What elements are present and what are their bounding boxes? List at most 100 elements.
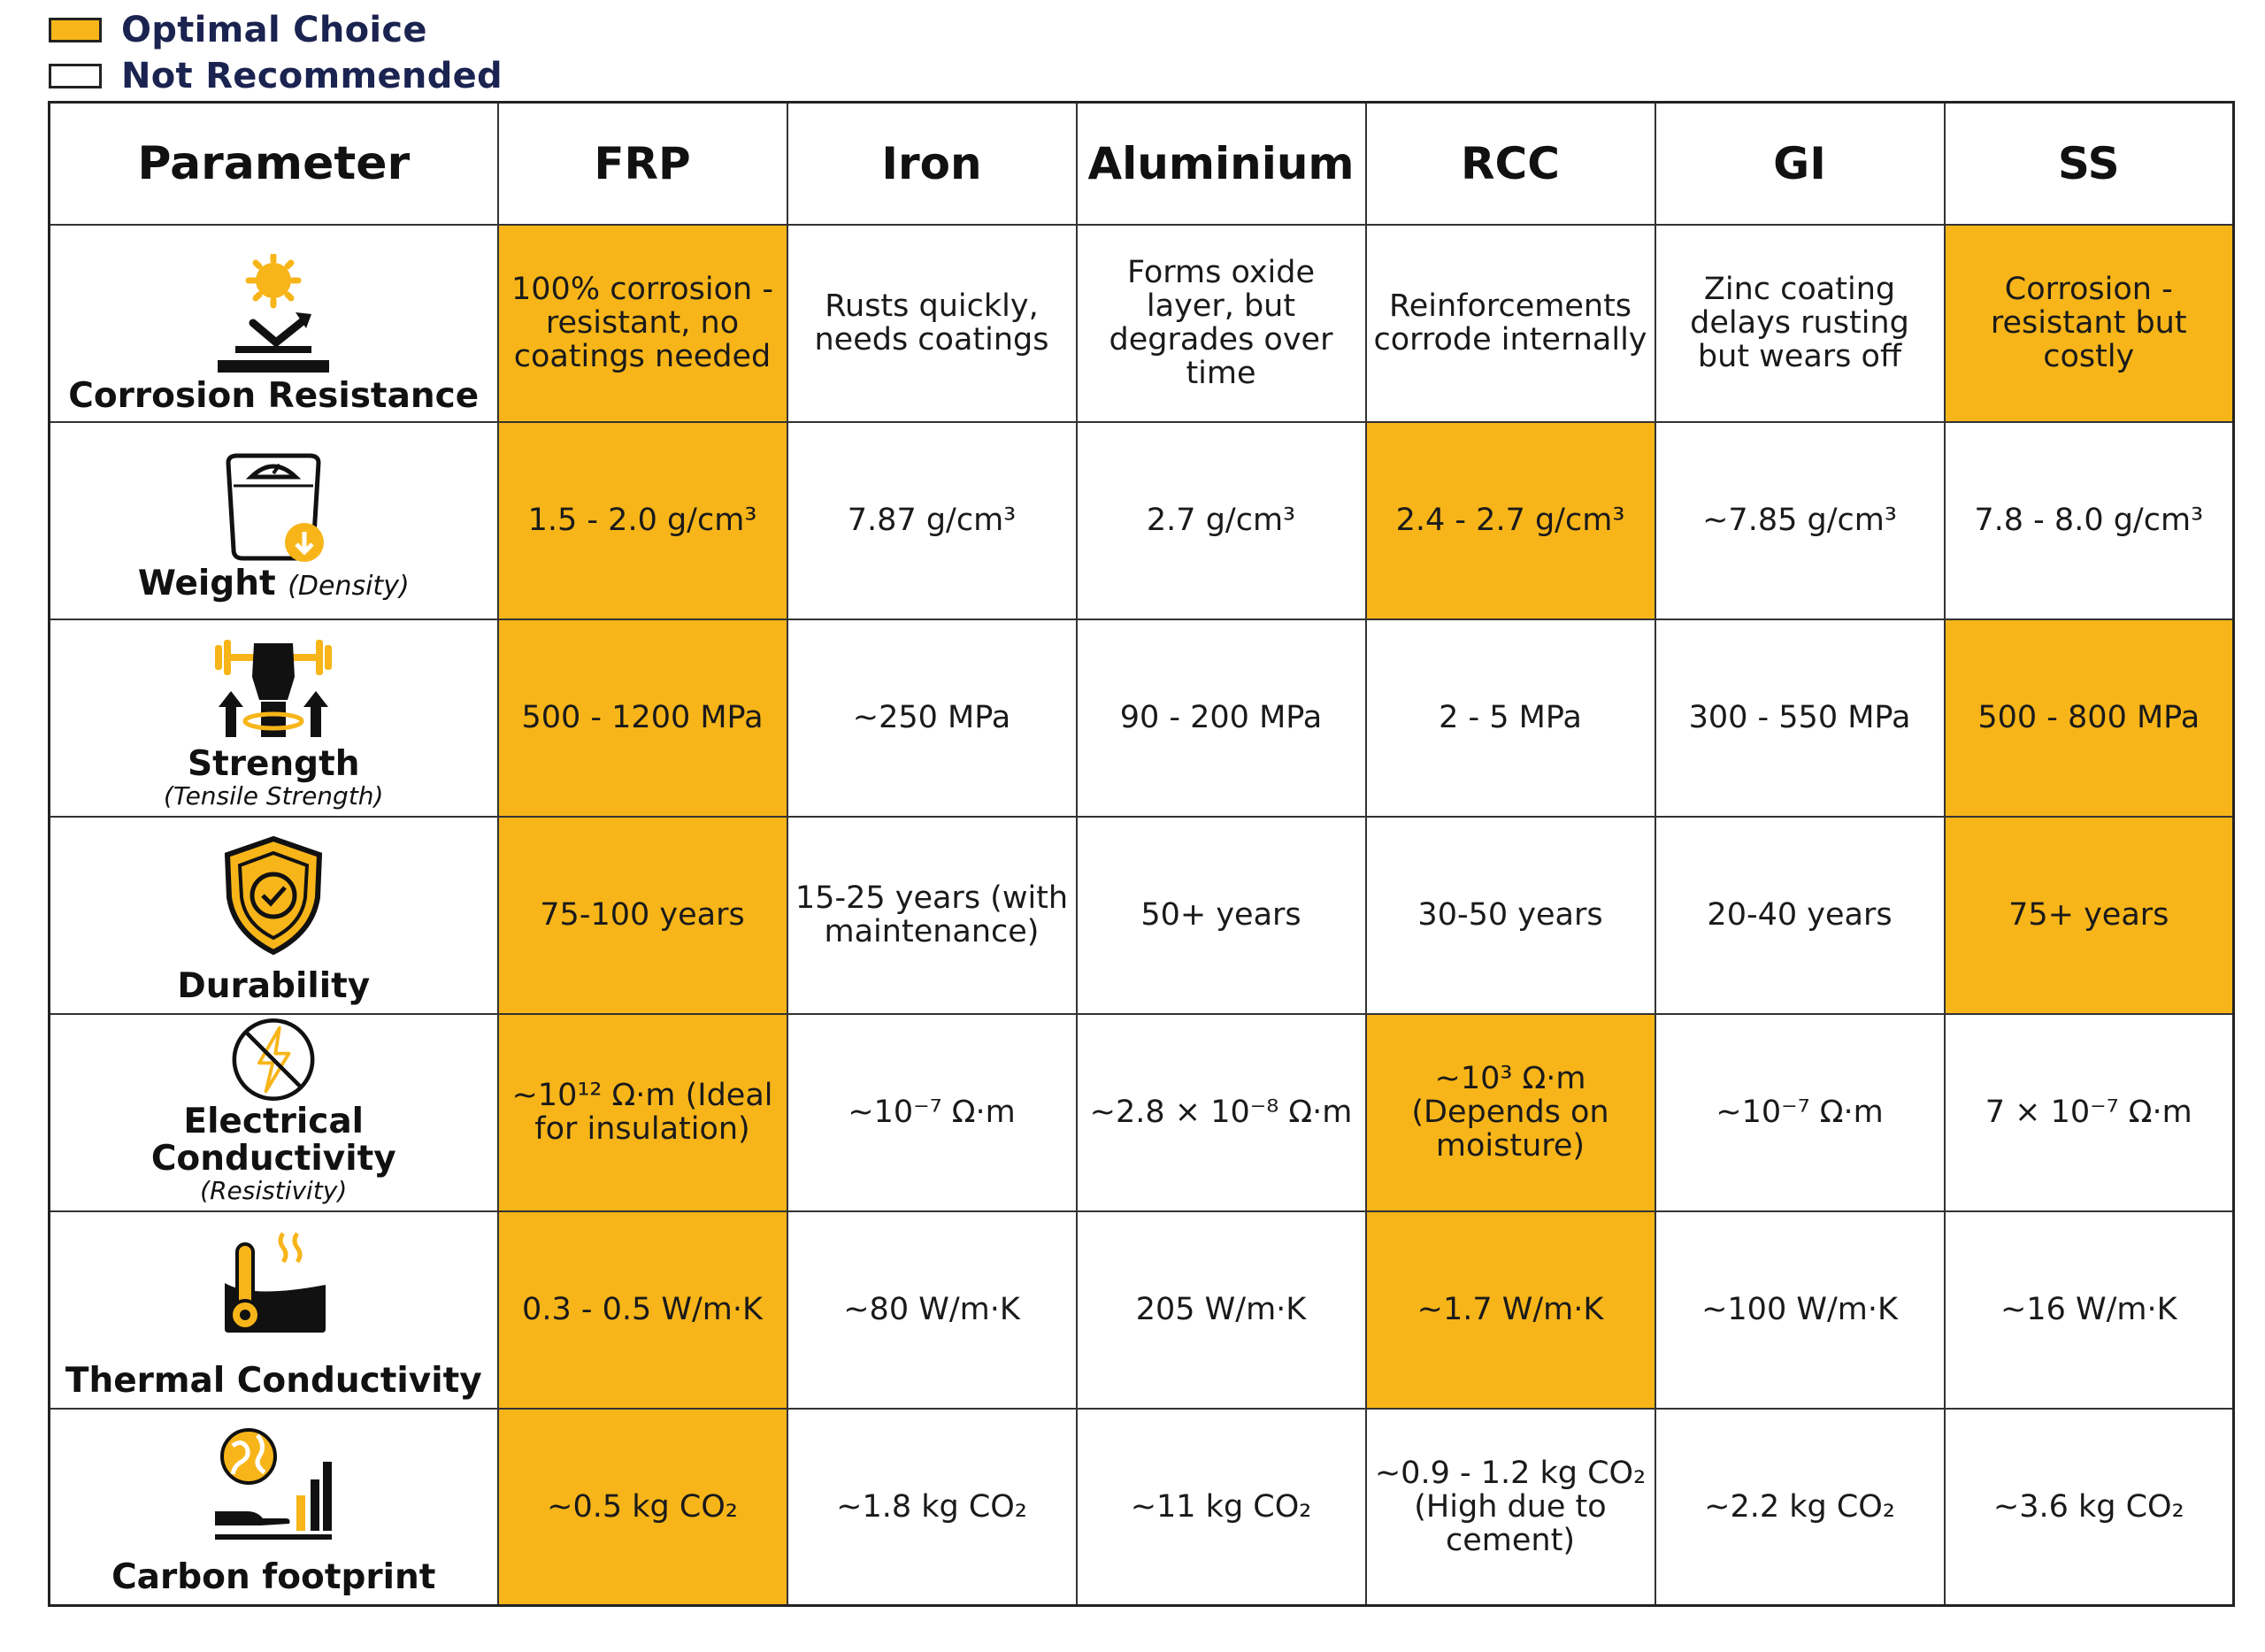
legend-label: Not Recommended [121,56,503,96]
value-cell: ~10³ Ω·m (Depends on moisture) [1364,1012,1656,1212]
legend-swatch-not-recommended [49,64,102,88]
cell-text: 15-25 years (with maintenance) [795,880,1069,949]
parameter-cell: Thermal Conductivity [48,1210,499,1410]
parameter-cell: Carbon footprint [48,1407,499,1607]
legend: Optimal Choice Not Recommended [49,7,503,99]
cell-text: ~3.6 kg CO₂ [1992,1488,2184,1525]
parameter-name: Weight (Density) [138,565,410,605]
cell-text: 30-50 years [1417,897,1603,933]
value-cell: 30-50 years [1364,815,1656,1015]
parameter-cell: Weight (Density) [48,420,499,620]
parameter-name-main: Weight [137,563,276,603]
parameter-subtitle: (Density) [288,570,410,602]
value-cell: ~250 MPa [786,618,1078,818]
value-cell: 1.5 - 2.0 g/cm³ [496,420,788,620]
cell-text: 500 - 800 MPa [1977,700,2200,735]
thermometer-icon [225,1232,326,1333]
cell-text: Forms oxide layer, but degrades over tim… [1109,255,1333,391]
column-header-parameter: Parameter [48,101,499,226]
cell-text: 2 - 5 MPa [1439,700,1582,735]
cell-text: ~100 W/m·K [1701,1292,1898,1327]
corrosion-icon [218,253,330,373]
parameter-name: Durability [177,965,371,1006]
value-cell: ~3.6 kg CO₂ [1943,1407,2235,1607]
parameter-cell: Durability [48,815,499,1015]
value-cell: ~100 W/m·K [1654,1210,1946,1410]
cell-text: 205 W/m·K [1135,1292,1307,1327]
column-header-aluminium: Aluminium [1075,101,1367,226]
value-cell: ~0.9 - 1.2 kg CO₂ (High due to cement) [1364,1407,1656,1607]
cell-text: ~2.8 × 10⁻⁸ Ω·m [1089,1095,1353,1130]
cell-text: ~1.7 W/m·K [1417,1292,1604,1327]
value-cell: 2 - 5 MPa [1364,618,1656,818]
cell-text: ~80 W/m·K [843,1292,1020,1327]
cell-text: ~10³ Ω·m (Depends on moisture) [1411,1061,1609,1164]
value-cell: 15-25 years (with maintenance) [786,815,1078,1015]
value-cell: Zinc coating delays rusting but wears of… [1654,223,1946,423]
value-cell: 100% corrosion -resistant, no coatings n… [496,223,788,423]
header-row: Parameter FRP Iron Aluminium RCC GI SS [48,101,2235,226]
table-row: Thermal Conductivity 0.3 - 0.5 W/m·K ~80… [48,1210,2235,1410]
cell-text: Corrosion -resistant but costly [1990,272,2187,374]
cell-text: 7 × 10⁻⁷ Ω·m [1985,1095,2192,1130]
value-cell: Reinforcements corrode internally [1364,223,1656,423]
cell-text: 7.8 - 8.0 g/cm³ [1974,503,2204,538]
cell-text: 75-100 years [540,897,745,933]
value-cell: ~80 W/m·K [786,1210,1078,1410]
value-cell: 500 - 1200 MPa [496,618,788,818]
value-cell: 75-100 years [496,815,788,1015]
weighing-scale-icon [226,453,325,562]
value-cell: 2.7 g/cm³ [1075,420,1367,620]
parameter-name: Carbon footprint [111,1557,436,1598]
value-cell: 50+ years [1075,815,1367,1015]
cell-text: 100% corrosion -resistant, no coatings n… [511,272,773,374]
table-row: Corrosion Resistance 100% corrosion -res… [48,223,2235,423]
legend-item-optimal: Optimal Choice [49,7,503,53]
value-cell: Forms oxide layer, but degrades over tim… [1075,223,1367,423]
strength-icon [215,639,333,737]
cell-text: ~1.8 kg CO₂ [836,1488,1027,1525]
value-cell: ~10⁻⁷ Ω·m [786,1012,1078,1212]
table-row: Weight (Density) 1.5 - 2.0 g/cm³ 7.87 g/… [48,420,2235,620]
cell-text: 500 - 1200 MPa [521,700,764,735]
cell-text: Reinforcements corrode internally [1373,288,1647,357]
value-cell: Corrosion -resistant but costly [1943,223,2235,423]
cell-text: 90 - 200 MPa [1119,700,1323,735]
cell-text: 2.4 - 2.7 g/cm³ [1395,503,1625,538]
value-cell: 0.3 - 0.5 W/m·K [496,1210,788,1410]
parameter-cell: Strength (Tensile Strength) [48,618,499,818]
cell-text: ~10⁻⁷ Ω·m [1716,1095,1884,1130]
parameter-cell: Corrosion Resistance [48,223,499,423]
cell-text: ~2.2 kg CO₂ [1704,1488,1895,1525]
cell-text: 20-40 years [1707,897,1893,933]
parameter-cell: Electrical Conductivity (Resistivity) [48,1012,499,1212]
value-cell: ~1.7 W/m·K [1364,1210,1656,1410]
cell-text: 75+ years [2008,897,2169,933]
carbon-footprint-icon [215,1428,333,1541]
parameter-name: Strength [187,743,360,784]
comparison-table: Parameter FRP Iron Aluminium RCC GI SS [48,101,2235,1607]
cell-text: ~10¹² Ω·m (Ideal for insulation) [511,1078,773,1147]
value-cell: 205 W/m·K [1075,1210,1367,1410]
value-cell: ~2.2 kg CO₂ [1654,1407,1946,1607]
cell-text: Zinc coating delays rusting but wears of… [1690,272,1909,374]
value-cell: 300 - 550 MPa [1654,618,1946,818]
value-cell: 20-40 years [1654,815,1946,1015]
cell-text: ~250 MPa [852,700,1011,735]
cell-text: Rusts quickly, needs coatings [814,288,1049,357]
value-cell: 7.87 g/cm³ [786,420,1078,620]
value-cell: 75+ years [1943,815,2235,1015]
cell-text: ~16 W/m·K [2000,1292,2177,1327]
value-cell: ~11 kg CO₂ [1075,1407,1367,1607]
cell-text: 2.7 g/cm³ [1146,503,1296,538]
cell-text: ~0.9 - 1.2 kg CO₂ (High due to cement) [1374,1455,1647,1558]
cell-text: 7.87 g/cm³ [847,503,1017,538]
value-cell: 500 - 800 MPa [1943,618,2235,818]
table-row: Durability 75-100 years 15-25 years (wit… [48,815,2235,1015]
column-header-rcc: RCC [1364,101,1656,226]
cell-text: ~10⁻⁷ Ω·m [848,1095,1016,1130]
cell-text: 0.3 - 0.5 W/m·K [522,1292,763,1327]
value-cell: 2.4 - 2.7 g/cm³ [1364,420,1656,620]
parameter-subtitle: (Resistivity) [200,1175,348,1205]
legend-label: Optimal Choice [121,10,427,50]
